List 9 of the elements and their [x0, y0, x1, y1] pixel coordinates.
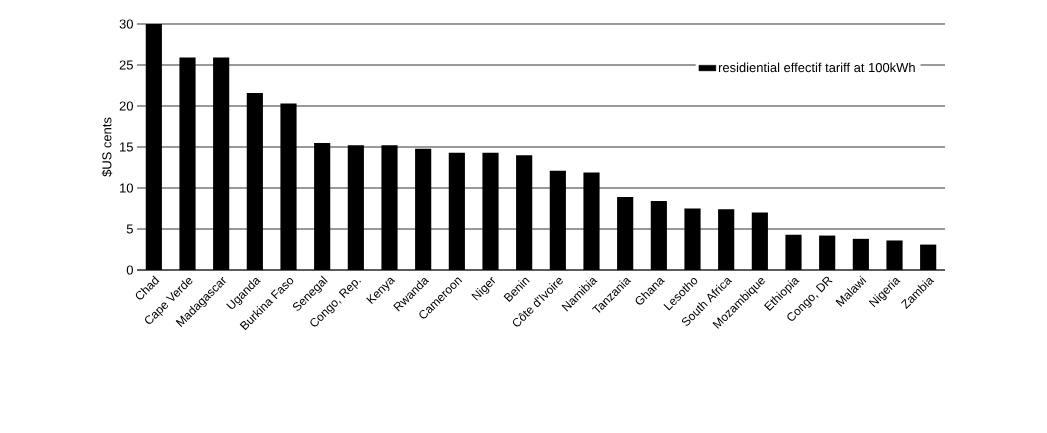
y-tick-label: 0 — [126, 265, 133, 275]
y-tick-label: 10 — [120, 183, 133, 193]
y-tick-label: 20 — [119, 101, 133, 111]
y-axis-title: $US cents — [101, 117, 113, 177]
y-tick-label: 15 — [120, 142, 133, 152]
legend-label: residiential effectif tariff at 100kWh — [718, 62, 915, 73]
y-tick-label: 5 — [126, 224, 133, 234]
y-tick-label: 30 — [119, 19, 133, 29]
y-tick-label: 25 — [119, 60, 133, 70]
